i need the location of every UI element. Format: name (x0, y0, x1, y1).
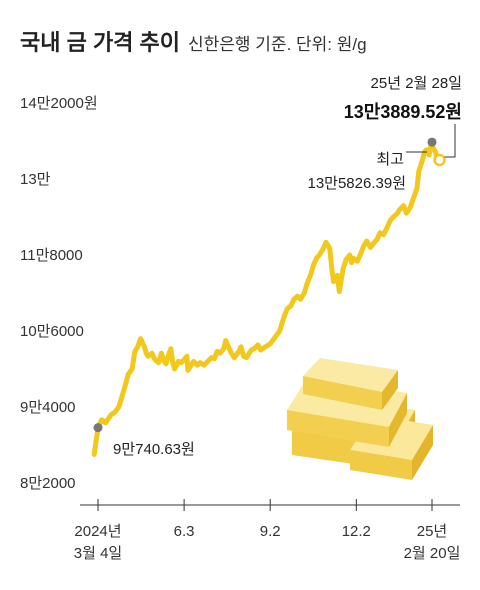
peak-title: 최고 (376, 151, 404, 168)
chart-subtitle: 신한은행 기준. 단위: 원/g (188, 35, 367, 54)
x-tick-label-line2: 3월 4일 (74, 545, 122, 562)
y-tick-label: 9만4000 (20, 399, 76, 416)
y-tick-label: 8만2000 (20, 475, 76, 492)
x-tick-label: 9.2 (260, 523, 281, 540)
x-tick-label-line2: 2월 20일 (404, 545, 461, 562)
x-tick-label: 12.2 (342, 523, 371, 540)
y-tick-label: 10만6000 (20, 323, 84, 340)
price-series (91, 139, 443, 457)
latest-date-label: 25년 2월 28일 (371, 75, 462, 92)
start-value-label: 9만740.63원 (113, 441, 195, 458)
y-tick-label: 11만8000 (20, 247, 83, 264)
y-axis: 8만2000 9만4000 10만6000 11만8000 13만 14만2000원 (20, 95, 98, 492)
latest-leader (444, 124, 456, 158)
peak-value-label: 13만5826.39원 (307, 175, 406, 192)
start-marker (93, 423, 103, 433)
latest-marker (433, 153, 446, 167)
x-tick-label: 6.3 (174, 523, 195, 540)
gold-bars-illustration (287, 358, 433, 480)
x-tick-label: 25년 (417, 523, 448, 540)
peak-marker (427, 137, 437, 147)
price-line (91, 139, 443, 457)
latest-value-label: 13만3889.52원 (344, 102, 462, 122)
annotations: 9만740.63원 최고 13만5826.39원 25년 2월 28일 13만3889.… (93, 75, 462, 458)
chart-title: 국내 금 가격 추이 (20, 30, 180, 55)
x-tick-label: 2024년 (74, 523, 121, 540)
x-axis: 2024년 3월 4일 6.3 9.2 12.2 25년 2월 20일 (74, 499, 461, 562)
y-tick-label: 13만 (20, 171, 51, 188)
y-tick-label: 14만2000원 (20, 95, 98, 112)
